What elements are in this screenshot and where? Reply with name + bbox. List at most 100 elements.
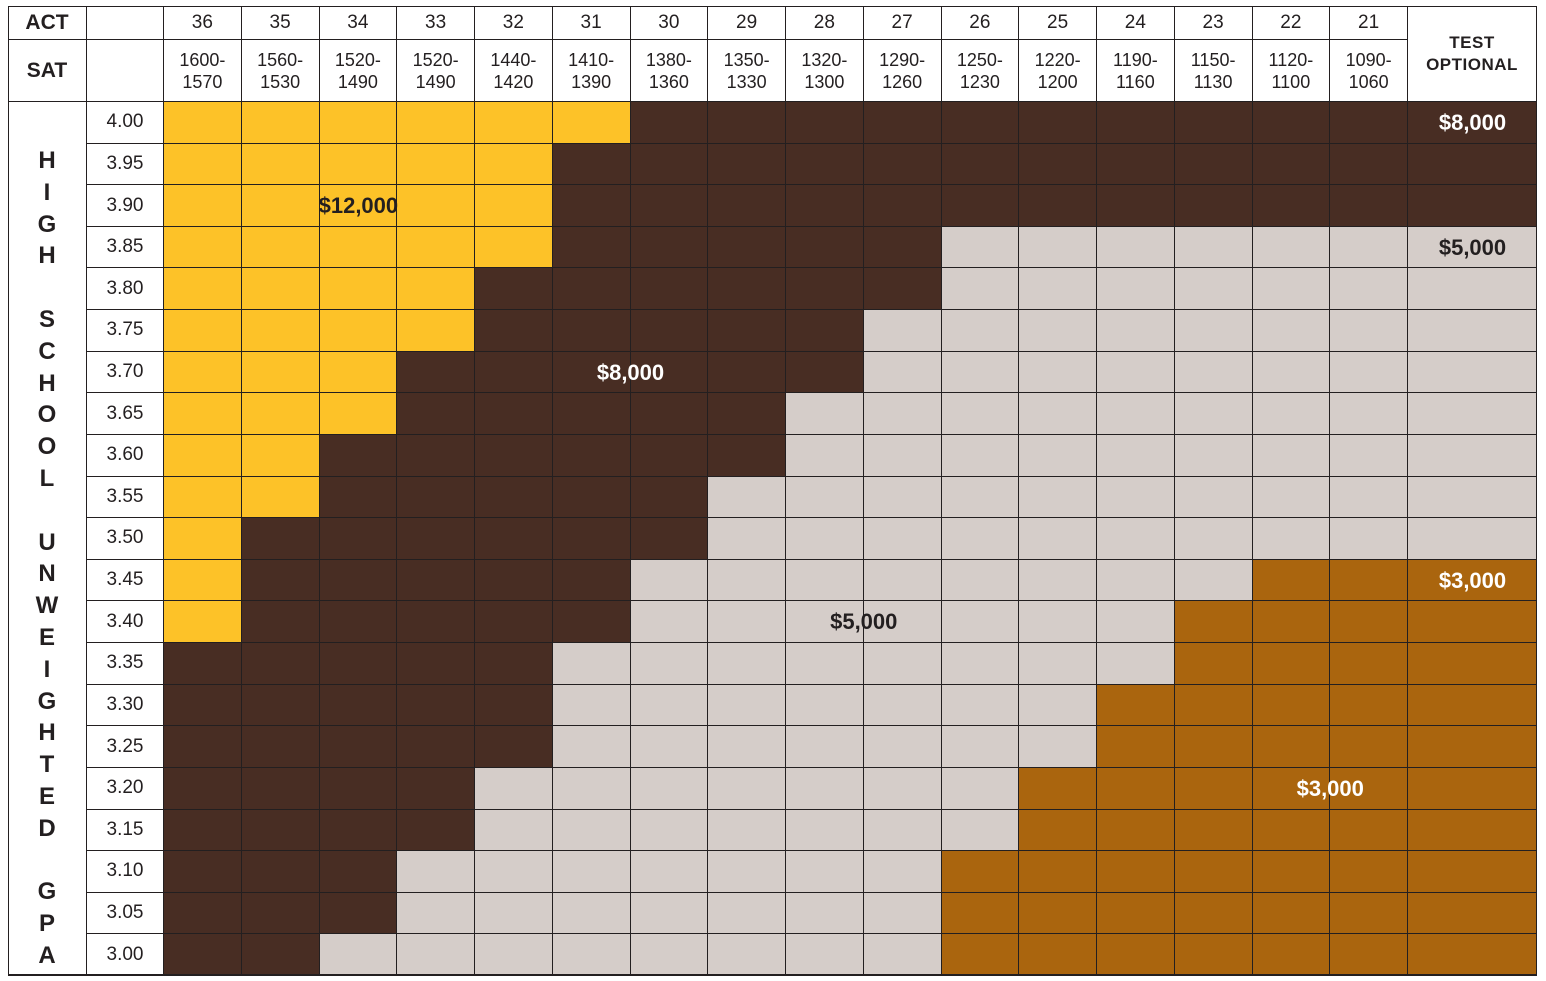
award-cell [1174, 143, 1253, 186]
award-cell [708, 310, 786, 352]
gpa-axis-letter: E [38, 624, 55, 651]
award-cell [1330, 809, 1408, 852]
award-cell [786, 434, 864, 477]
award-cell [1174, 351, 1253, 394]
award-amount-label: $3,000 [1438, 567, 1507, 593]
award-cell [475, 643, 553, 685]
award-cell [863, 892, 942, 935]
award-cell [1019, 143, 1097, 186]
gpa-3.60: 3.60 [87, 434, 164, 477]
award-cell [397, 185, 475, 227]
award-cell [708, 643, 786, 685]
award-cell [241, 226, 320, 269]
award-cell [164, 934, 242, 976]
award-cell [241, 809, 320, 852]
award-cell [708, 434, 786, 477]
award-cell [863, 767, 942, 810]
gpa-axis-letter: H [38, 369, 56, 397]
award-cell [1019, 643, 1097, 685]
award-cell [552, 393, 631, 435]
gpa-axis-letter: D [38, 814, 56, 842]
gpa-axis-letter: I [43, 655, 51, 683]
sat-range-6: 1380- 1360 [630, 40, 709, 102]
gpa-axis-letter: G [37, 687, 57, 715]
award-cell [786, 185, 864, 227]
award-cell [475, 102, 553, 144]
award-cell [1097, 226, 1175, 269]
award-cell [708, 268, 786, 311]
award-cell [1252, 851, 1331, 893]
award-cell [1019, 851, 1097, 893]
award-cell [1019, 726, 1097, 768]
gpa-axis-letter: G [37, 878, 57, 906]
award-cell [1097, 643, 1175, 685]
gpa-axis-letter: N [38, 560, 56, 588]
award-cell [1330, 351, 1408, 394]
award-cell [708, 351, 786, 394]
award-cell [708, 226, 786, 269]
award-cell [164, 143, 242, 186]
award-cell [786, 726, 864, 768]
award-cell [630, 767, 709, 810]
award-cell [319, 102, 398, 144]
award-cell [241, 143, 320, 186]
award-cell [1252, 518, 1331, 560]
award-cell [164, 684, 242, 727]
test-optional-cell [1408, 185, 1537, 227]
award-amount-label: $8,000 [1438, 109, 1507, 135]
award-cell [941, 851, 1020, 893]
award-cell [475, 559, 553, 602]
award-cell [397, 434, 475, 477]
award-cell [1097, 434, 1175, 477]
sat-range-2: 1520- 1490 [319, 40, 398, 102]
award-cell [1330, 143, 1408, 186]
award-cell [319, 351, 398, 394]
header-spacer-sat [87, 40, 164, 102]
gpa-3.10: 3.10 [87, 851, 164, 893]
award-cell [1330, 476, 1408, 519]
award-cell [630, 226, 709, 269]
sat-range-7: 1350- 1330 [708, 40, 786, 102]
award-cell [1330, 643, 1408, 685]
award-cell [630, 643, 709, 685]
sat-range-11: 1220- 1200 [1019, 40, 1097, 102]
award-cell [1097, 684, 1175, 727]
test-optional-cell [1408, 643, 1537, 685]
award-cell [164, 518, 242, 560]
test-optional-cell [1408, 726, 1537, 768]
gpa-3.80: 3.80 [87, 268, 164, 311]
award-cell [1252, 351, 1331, 394]
award-cell [1330, 559, 1408, 602]
award-cell [397, 226, 475, 269]
award-cell [1174, 518, 1253, 560]
test-optional-cell [1408, 351, 1537, 394]
award-cell [241, 393, 320, 435]
test-optional-cell [1408, 476, 1537, 519]
gpa-3.90: 3.90 [87, 185, 164, 227]
award-cell [1019, 809, 1097, 852]
award-cell [786, 934, 864, 976]
award-cell [786, 643, 864, 685]
test-optional-cell [1408, 892, 1537, 935]
award-cell [941, 393, 1020, 435]
gpa-axis-letter: E [38, 783, 55, 810]
award-cell [241, 476, 320, 519]
award-cell [552, 892, 631, 935]
award-cell [397, 767, 475, 810]
award-cell [1252, 434, 1331, 477]
award-cell [863, 143, 942, 186]
award-cell [708, 601, 786, 644]
award-cell [164, 310, 242, 352]
test-optional-cell [1408, 809, 1537, 852]
award-cell [630, 809, 709, 852]
sat-range-12: 1190- 1160 [1097, 40, 1175, 102]
award-amount-label: $5,000 [1438, 234, 1507, 260]
award-cell [941, 809, 1020, 852]
award-cell [786, 559, 864, 602]
award-cell [786, 351, 864, 394]
award-cell [1097, 310, 1175, 352]
award-cell [552, 684, 631, 727]
award-cell [397, 518, 475, 560]
award-cell [1330, 393, 1408, 435]
award-cell [319, 559, 398, 602]
